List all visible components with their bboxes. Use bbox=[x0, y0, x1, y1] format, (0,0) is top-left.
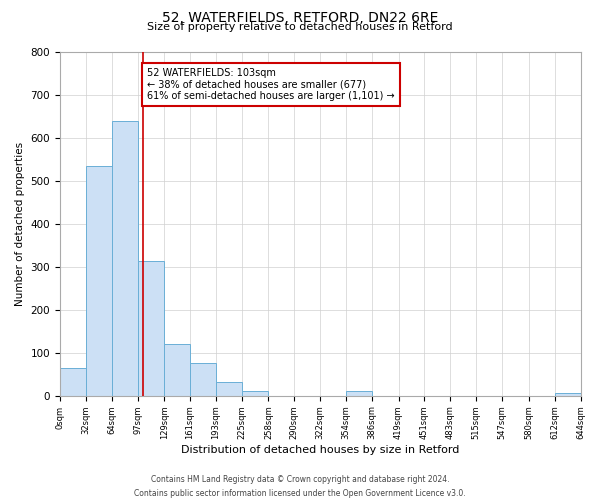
Bar bbox=[346, 392, 372, 396]
Bar bbox=[164, 344, 190, 396]
Y-axis label: Number of detached properties: Number of detached properties bbox=[15, 142, 25, 306]
Bar bbox=[86, 166, 112, 396]
X-axis label: Distribution of detached houses by size in Retford: Distribution of detached houses by size … bbox=[181, 445, 460, 455]
Bar bbox=[242, 390, 268, 396]
Bar bbox=[190, 364, 216, 396]
Bar bbox=[216, 382, 242, 396]
Bar bbox=[112, 121, 139, 396]
Text: 52, WATERFIELDS, RETFORD, DN22 6RE: 52, WATERFIELDS, RETFORD, DN22 6RE bbox=[162, 11, 438, 25]
Text: Contains HM Land Registry data © Crown copyright and database right 2024.
Contai: Contains HM Land Registry data © Crown c… bbox=[134, 476, 466, 498]
Text: 52 WATERFIELDS: 103sqm
← 38% of detached houses are smaller (677)
61% of semi-de: 52 WATERFIELDS: 103sqm ← 38% of detached… bbox=[147, 68, 395, 101]
Bar bbox=[554, 393, 581, 396]
Bar bbox=[139, 261, 164, 396]
Bar bbox=[60, 368, 86, 396]
Text: Size of property relative to detached houses in Retford: Size of property relative to detached ho… bbox=[147, 22, 453, 32]
